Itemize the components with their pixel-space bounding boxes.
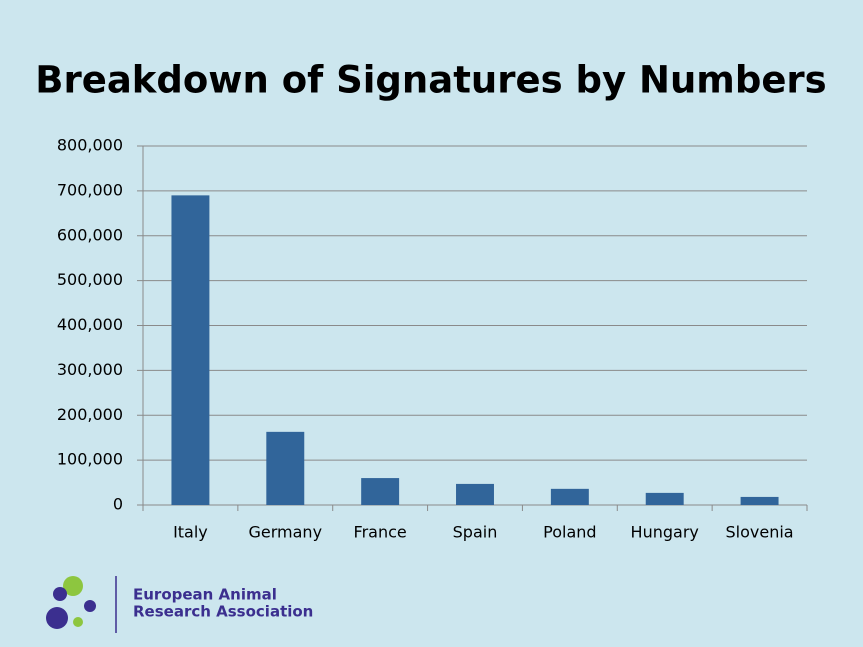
y-tick-label: 600,000 <box>57 225 123 244</box>
x-tick-label: Slovenia <box>726 523 794 542</box>
y-tick-label: 200,000 <box>57 405 123 424</box>
bar <box>645 492 684 505</box>
x-tick-label: Hungary <box>631 523 699 542</box>
x-tick-label: Italy <box>173 523 208 542</box>
y-tick-label: 800,000 <box>57 136 123 155</box>
bar <box>550 488 589 505</box>
x-tick-label: Poland <box>543 523 596 542</box>
chart-title: Breakdown of Signatures by Numbers <box>35 59 826 102</box>
x-tick-label: Spain <box>453 523 498 542</box>
org-name: Research Association <box>133 603 313 621</box>
x-tick-label: France <box>354 523 407 542</box>
bar <box>266 431 305 505</box>
y-tick-label: 300,000 <box>57 360 123 379</box>
x-tick-label: Germany <box>249 523 323 542</box>
bar <box>171 195 210 506</box>
bar <box>456 483 494 505</box>
y-tick-label: 400,000 <box>57 315 123 334</box>
y-tick-label: 700,000 <box>57 180 123 199</box>
bar <box>361 478 400 505</box>
y-tick-label: 500,000 <box>57 270 123 289</box>
bar <box>740 496 779 505</box>
y-tick-label: 0 <box>113 495 123 514</box>
logo <box>46 576 117 633</box>
org-name: European Animal <box>133 586 277 604</box>
y-tick-label: 100,000 <box>57 450 123 469</box>
